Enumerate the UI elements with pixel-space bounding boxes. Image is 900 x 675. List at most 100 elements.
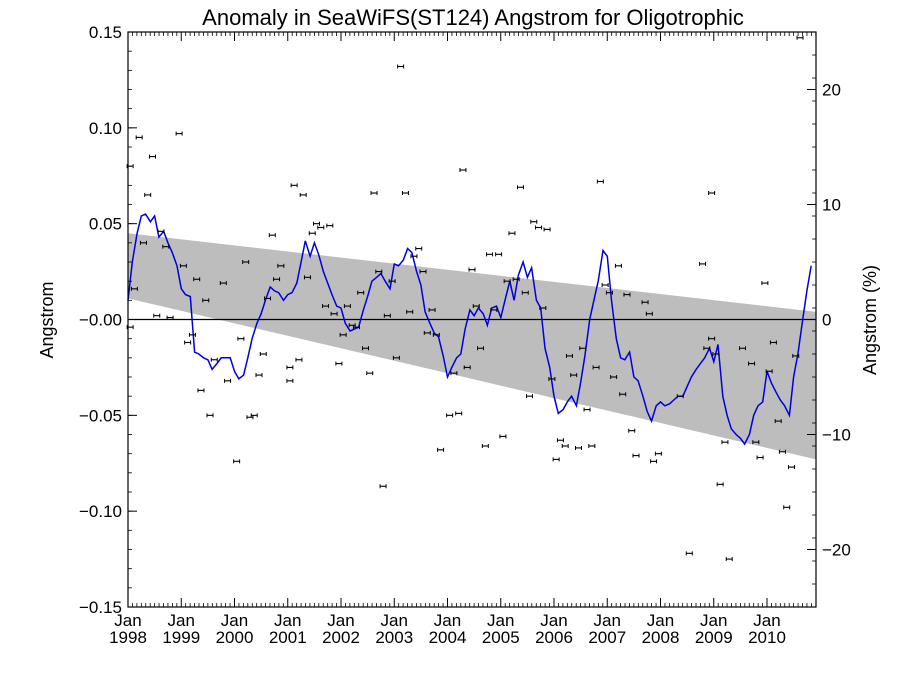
data-point-2 <box>130 286 138 291</box>
data-point-134 <box>778 449 786 454</box>
x-tick-month-7: Jan <box>487 611 514 630</box>
chart-title: Anomaly in SeaWiFS(ST124) Angstrom for O… <box>202 5 744 30</box>
y-tick-label-1: 0.10 <box>89 119 122 138</box>
data-point-27 <box>255 373 263 378</box>
x-tick-year-11: 2009 <box>695 628 733 647</box>
data-point-119 <box>703 346 711 351</box>
data-point-57 <box>388 279 396 284</box>
data-point-86 <box>521 290 529 295</box>
data-point-13 <box>184 340 192 345</box>
y2-tick-label-4: −20 <box>822 541 851 560</box>
data-point-49 <box>352 325 360 330</box>
data-point-104 <box>601 283 609 287</box>
x-tick-month-4: Jan <box>327 611 354 630</box>
data-point-35 <box>290 183 298 188</box>
data-point-20 <box>219 281 227 286</box>
data-point-45 <box>335 361 343 366</box>
data-point-3 <box>135 135 143 140</box>
data-point-26 <box>250 413 258 418</box>
data-point-113 <box>645 311 653 316</box>
data-point-24 <box>242 260 250 264</box>
x-tick-year-12: 2010 <box>748 628 786 647</box>
x-tick-year-1: 1999 <box>162 628 200 647</box>
data-point-40 <box>313 221 321 226</box>
data-point-97 <box>570 373 578 378</box>
data-point-80 <box>495 252 503 257</box>
data-point-101 <box>588 444 596 448</box>
data-point-64 <box>419 269 427 274</box>
data-point-62 <box>410 254 418 259</box>
data-point-79 <box>490 307 498 312</box>
data-point-16 <box>197 388 205 393</box>
y-tick-label-2: 0.05 <box>89 215 122 234</box>
data-point-55 <box>379 484 387 489</box>
data-point-120 <box>708 191 716 195</box>
data-point-25 <box>246 415 254 420</box>
y2-tick-label-2: 0 <box>822 311 831 330</box>
x-tick-year-7: 2005 <box>482 628 520 647</box>
y-tick-label-3: −0.00 <box>79 311 122 330</box>
y-tick-label-4: −0.05 <box>79 406 122 425</box>
data-point-32 <box>277 263 285 268</box>
x-tick-month-0: Jan <box>114 611 141 630</box>
monthly-anomaly-points <box>126 35 804 562</box>
y-tick-label-6: −0.15 <box>79 598 122 617</box>
data-point-39 <box>308 231 316 236</box>
data-point-98 <box>575 445 583 450</box>
y-tick-label-5: −0.10 <box>79 502 122 521</box>
y2-tick-label-3: −10 <box>822 426 851 445</box>
data-point-116 <box>676 394 684 399</box>
x-tick-year-6: 2004 <box>429 628 467 647</box>
data-point-122 <box>712 352 720 356</box>
data-point-76 <box>477 346 485 351</box>
data-point-103 <box>596 179 604 184</box>
data-point-58 <box>392 355 400 360</box>
data-point-115 <box>654 451 662 456</box>
trend-confidence-band <box>128 233 816 460</box>
data-point-56 <box>383 313 391 318</box>
x-tick-year-5: 2003 <box>375 628 413 647</box>
axes: 0.150.100.05−0.00−0.05−0.10−0.1520100−10… <box>79 23 851 647</box>
data-point-34 <box>286 378 294 383</box>
data-point-96 <box>565 353 573 358</box>
data-point-17 <box>202 298 210 303</box>
data-point-111 <box>632 453 640 458</box>
x-tick-month-9: Jan <box>594 611 621 630</box>
data-point-136 <box>788 465 796 470</box>
data-point-38 <box>303 275 311 280</box>
data-point-133 <box>774 419 782 424</box>
data-point-93 <box>552 457 560 462</box>
data-point-78 <box>486 252 494 257</box>
data-point-112 <box>641 300 649 305</box>
data-point-63 <box>415 246 423 251</box>
data-point-18 <box>206 413 214 418</box>
data-point-37 <box>299 192 307 197</box>
data-point-91 <box>543 227 551 232</box>
smooth-line <box>127 213 812 446</box>
y2-tick-label-1: 10 <box>822 196 841 215</box>
data-point-137 <box>792 353 800 358</box>
data-point-71 <box>455 411 463 416</box>
trend-band-polygon <box>128 233 816 460</box>
data-point-132 <box>769 340 777 345</box>
data-point-83 <box>508 231 516 236</box>
data-point-33 <box>286 365 294 370</box>
data-point-92 <box>548 376 556 381</box>
data-point-77 <box>481 444 489 448</box>
data-point-7 <box>153 313 161 318</box>
data-point-28 <box>259 352 267 356</box>
data-point-125 <box>725 557 733 562</box>
data-point-61 <box>406 309 414 314</box>
data-point-42 <box>322 304 330 309</box>
x-tick-month-5: Jan <box>381 611 408 630</box>
data-point-135 <box>783 505 791 510</box>
data-point-110 <box>628 428 636 433</box>
data-point-51 <box>361 346 369 351</box>
data-point-10 <box>166 315 174 320</box>
data-point-44 <box>330 311 338 316</box>
data-point-23 <box>237 336 245 341</box>
data-point-84 <box>512 277 520 282</box>
data-point-123 <box>716 482 724 487</box>
data-point-114 <box>650 459 658 464</box>
data-point-138 <box>796 35 804 40</box>
